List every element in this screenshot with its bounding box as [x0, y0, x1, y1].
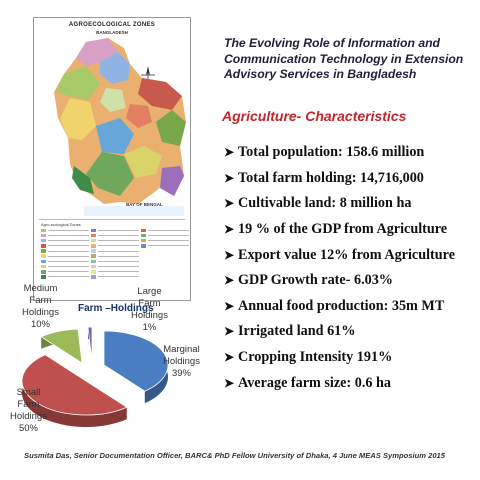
facts-list: ➤ Total population: 158.6 million ➤ Total … — [224, 140, 480, 396]
map-title: AGROECOLOGICAL ZONES — [68, 22, 156, 28]
pie-slice-medium-farm-holdings — [40, 328, 83, 364]
list-item: ➤ GDP Growth rate- 6.03% — [224, 268, 480, 294]
fact-text: Cropping Intensity 191% — [238, 349, 393, 366]
label-small-holdings: Small Farm Holdings 50% — [10, 387, 47, 434]
list-item: ➤ Export value 12% from Agriculture — [224, 242, 480, 268]
list-item: ➤ Average farm size: 0.6 ha — [224, 370, 480, 396]
label-medium-holdings: Medium Farm Holdings 10% — [22, 283, 59, 330]
fact-text: 19 % of the GDP from Agriculture — [238, 221, 448, 238]
fact-text: Irrigated land 61% — [238, 323, 356, 340]
map-subtitle: BANGLADESH — [96, 30, 128, 35]
legend-column — [41, 228, 89, 280]
map-image — [54, 38, 186, 216]
arrow-bullet-icon: ➤ — [224, 247, 235, 262]
arrow-bullet-icon: ➤ — [224, 196, 235, 211]
arrow-bullet-icon: ➤ — [224, 222, 235, 237]
page-title: The Evolving Role of Information and Com… — [224, 36, 464, 81]
legend-column — [91, 228, 139, 280]
list-item: ➤ Irrigated land 61% — [224, 319, 480, 345]
arrow-bullet-icon: ➤ — [224, 298, 235, 313]
pie-slice-large-farm-holdings — [87, 326, 93, 362]
fact-text: Average farm size: 0.6 ha — [238, 374, 391, 391]
bay-label: BAY OF BENGAL — [126, 202, 163, 207]
arrow-bullet-icon: ➤ — [224, 350, 235, 365]
fact-text: Cultivable land: 8 million ha — [238, 195, 412, 212]
fact-text: Annual food production: 35m MT — [238, 297, 445, 314]
pie-slice-marginal-holdings — [103, 330, 169, 404]
arrow-bullet-icon: ➤ — [224, 273, 235, 288]
list-item: ➤ Cultivable land: 8 million ha — [224, 191, 480, 217]
arrow-bullet-icon: ➤ — [224, 145, 235, 160]
legend-column — [141, 228, 189, 249]
legend-title: Agro-ecological Zones — [41, 222, 81, 227]
list-item: ➤ Cropping Intensity 191% — [224, 345, 480, 371]
agroecological-map: AGROECOLOGICAL ZONES BANGLADESH BAY OF B… — [33, 17, 191, 301]
fact-text: Export value 12% from Agriculture — [238, 246, 455, 263]
fact-text: Total farm holding: 14,716,000 — [238, 169, 424, 186]
fact-text: Total population: 158.6 million — [238, 144, 425, 161]
farm-holdings-pie-chart — [21, 326, 169, 427]
section-subtitle: Agriculture- Characteristics — [222, 108, 407, 124]
label-marginal-holdings: Marginal Holdings 39% — [163, 344, 200, 379]
list-item: ➤ Total population: 158.6 million — [224, 140, 480, 166]
fact-text: GDP Growth rate- 6.03% — [238, 272, 393, 289]
list-item: ➤ Total farm holding: 14,716,000 — [224, 166, 480, 192]
map-legend: Agro-ecological Zones — [39, 219, 189, 297]
pie-slice-small-farm-holdings — [21, 354, 128, 427]
arrow-bullet-icon: ➤ — [224, 324, 235, 339]
label-large-holdings: Large Farm Holdings 1% — [131, 286, 168, 333]
chart-title: Farm –Holdings — [78, 303, 154, 314]
arrow-bullet-icon: ➤ — [224, 375, 235, 390]
footer-credit: Susmita Das, Senior Documentation Office… — [24, 451, 445, 460]
list-item: ➤ Annual food production: 35m MT — [224, 294, 480, 320]
list-item: ➤ 19 % of the GDP from Agriculture — [224, 217, 480, 243]
arrow-bullet-icon: ➤ — [224, 170, 235, 185]
